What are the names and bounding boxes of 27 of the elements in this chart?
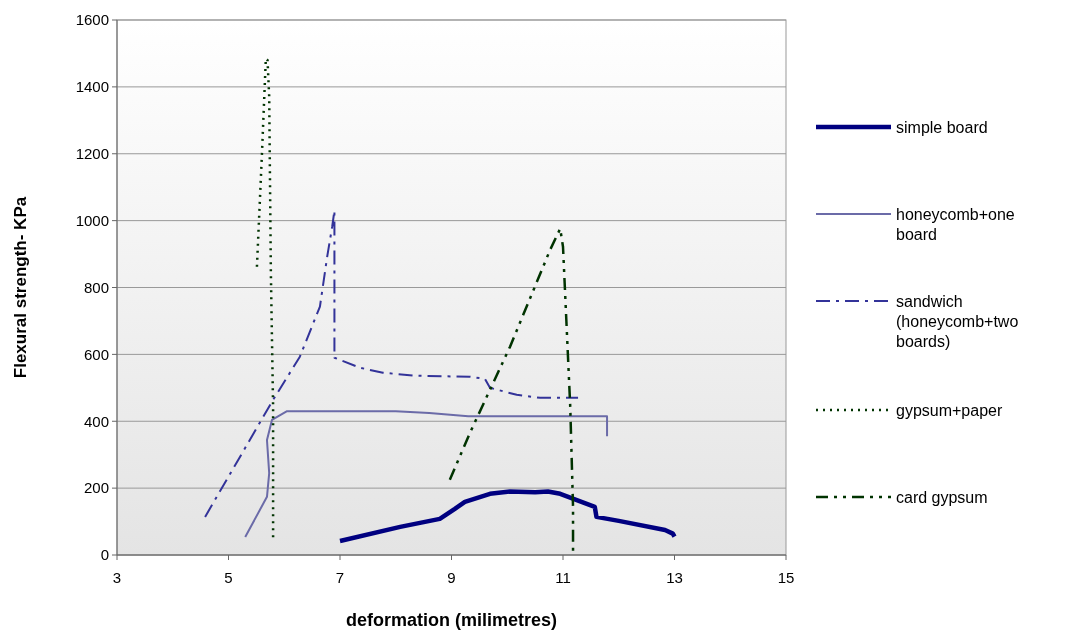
y-tick-label: 600	[83, 345, 109, 363]
x-tick-label: 3	[112, 569, 122, 586]
legend-label: gypsum+paper	[896, 401, 1003, 419]
line-series	[448, 227, 575, 553]
x-tick-label: 13	[666, 569, 683, 586]
y-axis-title: Flexural strength- KPa	[11, 196, 30, 379]
x-tick-label: 15	[777, 569, 795, 586]
line-series	[337, 489, 677, 544]
legend-label: simple board	[896, 118, 988, 136]
legend-label: sandwich (honeycomb+two boards)	[896, 292, 1019, 350]
line-series	[244, 410, 609, 538]
y-tick-label: 1000	[75, 211, 109, 229]
y-tick-label: 800	[83, 278, 109, 296]
x-tick-label: 11	[555, 569, 571, 586]
x-tick-label: 9	[447, 569, 456, 586]
legend-label: card gypsum	[896, 488, 988, 506]
line-series	[204, 209, 580, 518]
legend-label: honeycomb+one board	[896, 205, 1015, 243]
y-tick-label: 400	[83, 412, 109, 430]
x-tick-label: 5	[224, 569, 233, 586]
y-tick-label: 1200	[75, 145, 109, 162]
y-tick-label: 0	[100, 546, 109, 564]
x-axis-title: deformation (milimetres)	[345, 610, 558, 630]
y-tick-label: 1600	[75, 11, 109, 29]
y-tick-label: 200	[83, 479, 109, 497]
x-tick-label: 7	[335, 569, 345, 586]
y-tick-label: 1400	[75, 78, 109, 96]
